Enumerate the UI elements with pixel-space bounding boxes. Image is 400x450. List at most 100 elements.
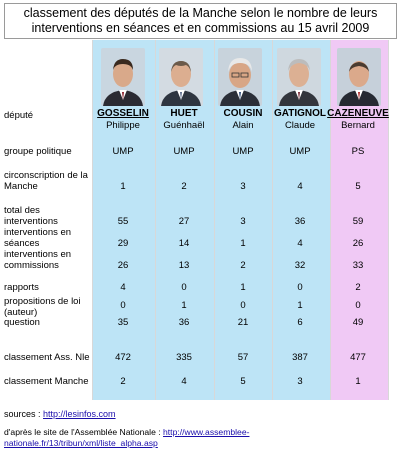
deputy-first-name-cazeneuve: Bernard <box>341 120 375 131</box>
row-label-rapports: rapports <box>4 282 39 293</box>
footer-attribution: d'après le site de l'Assemblée Nationale… <box>4 427 400 449</box>
commissions-cazeneuve: 33 <box>352 260 364 271</box>
row-label-propositions-line-1: propositions de loi <box>4 296 81 307</box>
question-gatignol: 6 <box>297 317 303 328</box>
seances-cousin: 1 <box>240 238 246 249</box>
row-label-commissions-line-1: interventions en <box>4 249 72 260</box>
seances-gatignol: 4 <box>297 238 303 249</box>
party-cousin: UMP <box>232 146 254 157</box>
row-label-question: question <box>4 317 40 328</box>
portrait-gosselin <box>101 48 145 106</box>
portrait-cousin <box>218 48 262 106</box>
commissions-gosselin: 26 <box>117 260 129 271</box>
row-label-circ: circonscription de la Manche <box>4 170 88 192</box>
grid-line <box>92 40 93 400</box>
circ-cazeneuve: 5 <box>355 181 361 192</box>
sources-label: sources : <box>4 409 44 419</box>
seances-cazeneuve: 26 <box>352 238 364 249</box>
total-gosselin: 55 <box>117 216 129 227</box>
assemblee-link[interactable]: http://www.assemblee-nationale.fr/13/tri… <box>4 427 250 448</box>
rapports-cousin: 1 <box>240 282 246 293</box>
seances-huet: 14 <box>178 238 190 249</box>
total-cazeneuve: 59 <box>352 216 364 227</box>
question-cazeneuve: 49 <box>352 317 364 328</box>
deputy-first-name-gosselin: Philippe <box>106 120 140 131</box>
total-gatignol: 36 <box>294 216 306 227</box>
circ-gosselin: 1 <box>120 181 126 192</box>
manche-rank-cazeneuve: 1 <box>355 376 361 387</box>
an-rank-gosselin: 472 <box>115 352 131 363</box>
row-label-party: groupe politique <box>4 146 72 157</box>
party-gosselin: UMP <box>112 146 134 157</box>
circ-gatignol: 4 <box>297 181 303 192</box>
commissions-huet: 13 <box>178 260 190 271</box>
row-label-total-line-2: interventions <box>4 216 58 227</box>
propositions-gosselin: 0 <box>120 300 126 311</box>
grid-line <box>155 40 156 400</box>
propositions-cazeneuve: 0 <box>355 300 361 311</box>
rapports-gatignol: 0 <box>297 282 303 293</box>
party-cazeneuve: PS <box>351 146 365 157</box>
deputy-name-gatignol: GATIGNOL <box>273 108 327 119</box>
seances-gosselin: 29 <box>117 238 129 249</box>
deputy-name-huet: HUET <box>170 108 198 119</box>
grid-line <box>214 40 215 400</box>
deputy-name-cazeneuve: CAZENEUVE <box>327 108 389 119</box>
page-title: classement des députés de la Manche selo… <box>4 3 397 39</box>
rapports-huet: 0 <box>181 282 187 293</box>
total-cousin: 3 <box>240 216 246 227</box>
an-rank-cousin: 57 <box>237 352 249 363</box>
row-label-an-rank: classement Ass. Nle <box>4 352 90 363</box>
row-label-manche-rank: classement Manche <box>4 376 89 387</box>
row-label-propositions: propositions de loi (auteur) <box>4 296 81 318</box>
deputy-first-name-huet: Guénhaël <box>163 120 205 131</box>
row-label-commissions: interventions en commissions <box>4 249 71 271</box>
deputy-name-cousin: COUSIN <box>223 108 263 119</box>
circ-huet: 2 <box>181 181 187 192</box>
commissions-gatignol: 32 <box>294 260 306 271</box>
portrait-gatignol <box>277 48 321 106</box>
party-gatignol: UMP <box>289 146 311 157</box>
total-huet: 27 <box>178 216 190 227</box>
propositions-huet: 1 <box>181 300 187 311</box>
deputy-name-gosselin: GOSSELIN <box>97 108 149 119</box>
propositions-gatignol: 1 <box>297 300 303 311</box>
row-label-seances-line-1: interventions en <box>4 227 72 238</box>
an-rank-gatignol: 387 <box>292 352 308 363</box>
deputy-first-name-cousin: Alain <box>232 120 254 131</box>
commissions-cousin: 2 <box>240 260 246 271</box>
rapports-cazeneuve: 2 <box>355 282 361 293</box>
title-line-1: classement des députés de la Manche selo… <box>23 6 378 20</box>
row-label-commissions-line-2: commissions <box>4 260 59 271</box>
deputy-first-name-gatignol: Claude <box>284 120 316 131</box>
manche-rank-gosselin: 2 <box>120 376 126 387</box>
attribution-label: d'après le site de l'Assemblée Nationale… <box>4 427 164 437</box>
manche-rank-gatignol: 3 <box>297 376 303 387</box>
rapports-gosselin: 4 <box>120 282 126 293</box>
portrait-huet <box>159 48 203 106</box>
manche-rank-huet: 4 <box>181 376 187 387</box>
manche-rank-cousin: 5 <box>240 376 246 387</box>
an-rank-cazeneuve: 477 <box>350 352 366 363</box>
row-label-seances-line-2: séances <box>4 238 40 249</box>
row-label-depute: député <box>4 110 34 121</box>
an-rank-huet: 335 <box>176 352 192 363</box>
portrait-cazeneuve <box>337 48 381 106</box>
title-line-2: interventions en séances et en commissio… <box>31 21 370 35</box>
row-label-propositions-line-2: (auteur) <box>4 307 38 318</box>
row-label-circ-line-1: circonscription de la <box>4 170 88 181</box>
question-cousin: 21 <box>237 317 249 328</box>
party-huet: UMP <box>173 146 195 157</box>
question-huet: 36 <box>178 317 190 328</box>
grid-line <box>388 40 389 400</box>
row-label-total: total des interventions <box>4 205 58 227</box>
ranking-table: député groupe politique circonscription … <box>0 40 400 400</box>
row-label-circ-line-2: Manche <box>4 181 38 192</box>
sources-link[interactable]: http://lesinfos.com <box>43 409 116 419</box>
row-label-seances: interventions en séances <box>4 227 71 249</box>
grid-line <box>330 40 331 400</box>
question-gosselin: 35 <box>117 317 129 328</box>
propositions-cousin: 0 <box>240 300 246 311</box>
row-label-total-line-1: total des <box>4 205 40 216</box>
circ-cousin: 3 <box>240 181 246 192</box>
